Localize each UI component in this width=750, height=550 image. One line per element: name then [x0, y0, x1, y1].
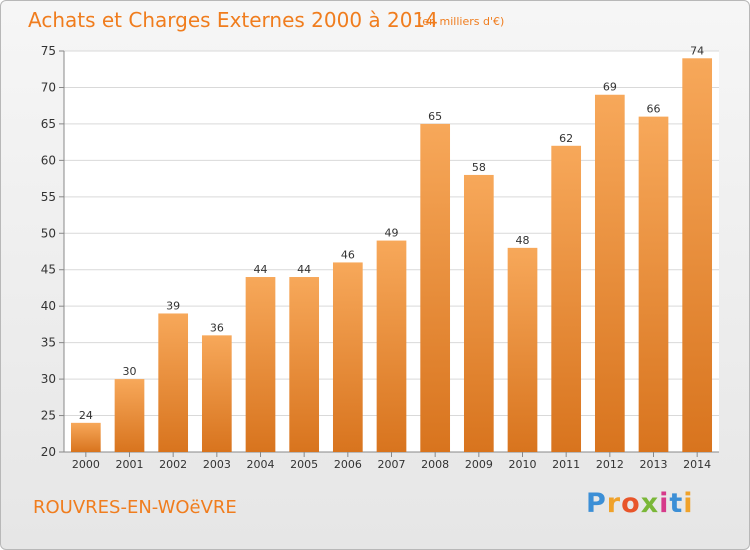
y-tick-label: 55: [41, 190, 56, 204]
y-tick-label: 25: [41, 409, 56, 423]
bar-2003: [201, 335, 232, 452]
x-tick-label-2001: 2001: [116, 458, 144, 471]
x-tick-label-2007: 2007: [378, 458, 406, 471]
y-tick-label: 60: [41, 153, 56, 167]
bar-2009: [463, 174, 494, 453]
chart-title: Achats et Charges Externes 2000 à 2014: [28, 8, 438, 32]
bar-2010: [507, 247, 538, 452]
y-tick-label: 40: [41, 299, 56, 313]
data-label-2009: 58: [472, 161, 486, 174]
x-tick-label-2000: 2000: [72, 458, 100, 471]
y-tick-label: 30: [41, 372, 56, 386]
commune-name: ROUVRES-EN-WOëVRE: [33, 497, 237, 518]
data-label-2008: 65: [428, 110, 442, 123]
data-label-2007: 49: [385, 227, 399, 240]
y-tick-label: 20: [41, 445, 56, 459]
data-label-2002: 39: [166, 299, 180, 312]
data-label-2004: 44: [254, 263, 268, 276]
chart-subtitle: (en milliers d'€): [418, 15, 505, 28]
x-tick-label-2009: 2009: [465, 458, 493, 471]
data-labels: 24 30 39 36 44 44 46 49 65 58 48 62 69 66 74: [79, 44, 704, 422]
bar-2006: [332, 262, 363, 452]
data-label-2006: 46: [341, 248, 355, 261]
y-tick-label: 45: [41, 263, 56, 277]
bar-2005: [289, 277, 320, 452]
y-tick-label: 50: [41, 226, 56, 240]
bar-2004: [245, 277, 276, 452]
x-tick-label-2011: 2011: [552, 458, 580, 471]
x-tick-label-2005: 2005: [290, 458, 318, 471]
x-tick-label-2012: 2012: [596, 458, 624, 471]
data-label-2013: 66: [647, 103, 661, 116]
x-tick-label-2002: 2002: [159, 458, 187, 471]
proxiti-logo[interactable]: Proxiti: [586, 488, 694, 519]
data-label-2000: 24: [79, 409, 93, 422]
bar-2000: [70, 422, 101, 452]
y-tick-label: 65: [41, 117, 56, 131]
bar-2012: [594, 94, 625, 452]
data-label-2012: 69: [603, 81, 617, 94]
bar-2007: [376, 240, 407, 452]
data-label-2010: 48: [516, 234, 530, 247]
bar-2001: [114, 379, 145, 452]
x-tick-label-2006: 2006: [334, 458, 362, 471]
bar-2013: [638, 116, 669, 453]
bar-2011: [551, 145, 582, 453]
x-tick-label-2003: 2003: [203, 458, 231, 471]
y-tick-label: 70: [41, 80, 56, 94]
bar-2002: [158, 313, 189, 452]
x-tick-label-2013: 2013: [640, 458, 668, 471]
x-tick-label-2004: 2004: [247, 458, 275, 471]
y-tick-label: 75: [41, 44, 56, 58]
x-tick-label-2010: 2010: [509, 458, 537, 471]
y-tick-label: 35: [41, 336, 56, 350]
bars: [70, 58, 713, 453]
bar-2008: [420, 123, 451, 452]
data-label-2001: 30: [123, 365, 137, 378]
data-label-2014: 74: [690, 44, 704, 57]
data-label-2011: 62: [559, 132, 573, 145]
data-label-2005: 44: [297, 263, 311, 276]
x-tick-label-2014: 2014: [683, 458, 711, 471]
axes: 20 25 30 35 40 45 50 55 60 65 70 75 2000 2001 2002 2003…: [41, 44, 719, 471]
data-label-2003: 36: [210, 321, 224, 334]
bar-2014: [682, 58, 713, 453]
x-tick-label-2008: 2008: [421, 458, 449, 471]
